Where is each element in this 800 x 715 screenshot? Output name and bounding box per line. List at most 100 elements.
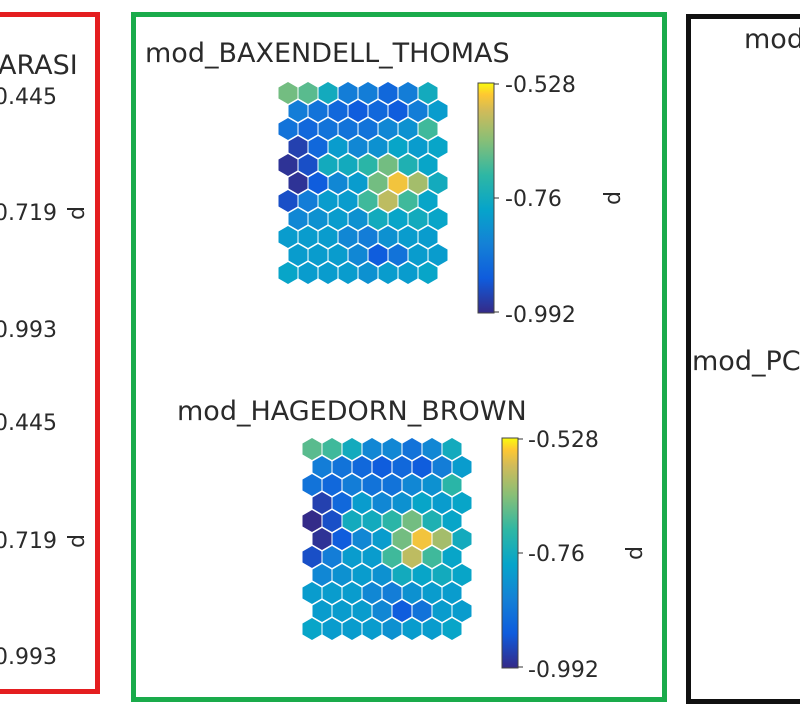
left-colorbar-1-tick-mid: 0.719	[0, 201, 57, 226]
hex-cell	[428, 136, 448, 158]
hex-cell	[298, 118, 318, 140]
hex-cell	[312, 528, 332, 550]
hex-cell	[278, 82, 298, 104]
hex-cell	[358, 262, 378, 284]
hex-cell	[382, 546, 402, 568]
hex-cell	[358, 190, 378, 212]
hex-cell	[372, 600, 392, 622]
hex-cell	[298, 154, 318, 176]
hex-cell	[422, 474, 442, 496]
hex-cell	[352, 528, 372, 550]
hex-cell	[422, 582, 442, 604]
colorbar-tick-mid: -0.76	[528, 542, 585, 567]
hex-cell	[368, 208, 388, 230]
hex-cell	[378, 82, 398, 104]
left-colorbar-2-tick-min: 0.993	[0, 645, 57, 670]
hex-cell	[302, 474, 322, 496]
colorbar	[477, 82, 495, 314]
hex-cell	[362, 546, 382, 568]
hex-cell	[452, 492, 472, 514]
hex-cell	[302, 618, 322, 640]
hex-cell	[442, 582, 462, 604]
hex-cell	[322, 546, 342, 568]
hex-cell	[342, 582, 362, 604]
hex-cell	[342, 438, 362, 460]
hex-cell	[418, 262, 438, 284]
hex-cell	[308, 208, 328, 230]
hex-cell	[452, 528, 472, 550]
left-colorbar-1-axis-label: d	[65, 206, 90, 220]
chart-baxendell-thomas: mod_BAXENDELL_THOMAS -0.528 -0.76 -0.992…	[145, 38, 626, 328]
hex-cell	[348, 244, 368, 266]
hex-cell	[388, 172, 408, 194]
hex-cell	[322, 582, 342, 604]
hex-cell	[422, 546, 442, 568]
hex-cell	[392, 456, 412, 478]
hex-cell	[352, 492, 372, 514]
colorbar-tick-max: -0.528	[505, 73, 576, 98]
hex-cell	[398, 118, 418, 140]
hex-cell	[308, 172, 328, 194]
hex-cell	[452, 456, 472, 478]
hex-map	[302, 438, 472, 640]
hex-cell	[358, 226, 378, 248]
hex-cell	[402, 510, 422, 532]
hex-cell	[318, 262, 338, 284]
colorbar	[501, 437, 519, 669]
hex-cell	[392, 600, 412, 622]
hex-cell	[378, 154, 398, 176]
hex-cell	[362, 618, 382, 640]
hex-cell	[342, 618, 362, 640]
hex-cell	[382, 438, 402, 460]
hex-cell	[302, 546, 322, 568]
hex-cell	[408, 100, 428, 122]
hex-cell	[382, 474, 402, 496]
hex-cell	[382, 618, 402, 640]
hex-cell	[348, 208, 368, 230]
hex-cell	[418, 190, 438, 212]
hex-cell	[338, 226, 358, 248]
hex-cell	[378, 226, 398, 248]
hex-cell	[298, 226, 318, 248]
hex-cell	[318, 190, 338, 212]
left-colorbar-2-axis-label: d	[65, 534, 90, 548]
hex-cell	[388, 208, 408, 230]
hex-cell	[308, 100, 328, 122]
colorbar-tick-mid: -0.76	[505, 187, 562, 212]
hex-cell	[412, 564, 432, 586]
hex-cell	[388, 244, 408, 266]
hex-cell	[308, 244, 328, 266]
colorbar-tick-max: -0.528	[528, 428, 599, 453]
hex-cell	[412, 492, 432, 514]
left-colorbar-2-tick-mid: 0.719	[0, 529, 57, 554]
hex-cell	[322, 510, 342, 532]
hex-cell	[308, 136, 328, 158]
hex-cell	[378, 190, 398, 212]
hex-cell	[372, 564, 392, 586]
hex-cell	[298, 262, 318, 284]
hex-cell	[442, 618, 462, 640]
hex-cell	[418, 226, 438, 248]
hex-cell	[452, 600, 472, 622]
hex-cell	[402, 474, 422, 496]
hex-cell	[408, 172, 428, 194]
hex-cell	[422, 438, 442, 460]
hex-cell	[338, 262, 358, 284]
hex-cell	[278, 118, 298, 140]
hex-cell	[352, 456, 372, 478]
hex-cell	[318, 118, 338, 140]
hex-cell	[392, 492, 412, 514]
hex-cell	[358, 154, 378, 176]
hex-cell	[348, 100, 368, 122]
hex-cell	[428, 100, 448, 122]
hex-cell	[322, 438, 342, 460]
hex-cell	[322, 618, 342, 640]
hex-cell	[412, 456, 432, 478]
hex-cell	[318, 82, 338, 104]
colorbar-label: d	[623, 546, 648, 560]
hex-cell	[452, 564, 472, 586]
hex-cell	[398, 154, 418, 176]
hex-cell	[372, 528, 392, 550]
hex-cell	[348, 172, 368, 194]
